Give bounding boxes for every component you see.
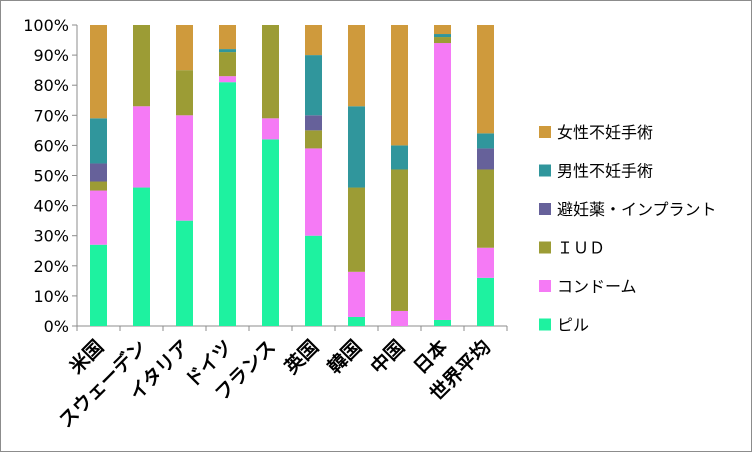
bar-segment [477, 169, 494, 248]
bar-segment [434, 25, 451, 35]
bar-segment [477, 133, 494, 149]
bar-segment [176, 70, 193, 116]
bar-segment [391, 145, 408, 170]
y-tick-label: 50% [33, 167, 69, 186]
legend-label: 男性不妊手術 [557, 162, 653, 181]
bar-segment [219, 76, 236, 83]
legend-label: ピル [557, 316, 589, 335]
y-tick-label: 60% [33, 136, 69, 155]
bar-segment [90, 190, 107, 245]
bar-segment [90, 163, 107, 182]
bar-segment [219, 52, 236, 77]
bar-segment [305, 235, 322, 326]
bar-segment [348, 106, 365, 188]
bar-segment [133, 106, 150, 188]
y-tick-label: 80% [33, 76, 69, 95]
legend-swatch [539, 164, 551, 177]
bar-segment [262, 118, 279, 140]
bar-segment [391, 25, 408, 146]
bar-segment [305, 115, 322, 131]
bar-segment [391, 169, 408, 311]
bar-segment [434, 43, 451, 320]
y-tick-label: 10% [33, 287, 69, 306]
bar-segment [348, 271, 365, 317]
y-tick-label: 20% [33, 257, 69, 276]
y-tick-label: 40% [33, 197, 69, 216]
y-tick-label: 0% [44, 317, 69, 336]
bar-segment [176, 115, 193, 221]
y-tick-label: 30% [33, 227, 69, 246]
bar-segment [133, 25, 150, 107]
bar-segment [348, 187, 365, 272]
x-tick-label: 韓国 [323, 335, 366, 378]
legend-swatch [539, 280, 551, 292]
bar-segment [477, 277, 494, 326]
bar-segment [391, 310, 408, 326]
bar-segment [305, 25, 322, 56]
bar-segment [348, 316, 365, 326]
legend-label: ＩＵＤ [557, 239, 605, 258]
bar-segment [133, 187, 150, 326]
bar-segment [176, 25, 193, 71]
x-tick-label: 英国 [280, 335, 323, 378]
bar-segment [305, 55, 322, 116]
bar-segment [90, 118, 107, 164]
bar-segment [90, 181, 107, 191]
legend-swatch [539, 318, 551, 331]
legend-label: 女性不妊手術 [557, 123, 653, 142]
bar-segment [477, 247, 494, 278]
bar-segment [219, 82, 236, 326]
x-tick-label: 中国 [366, 335, 409, 378]
bar-segment [477, 25, 494, 134]
bar-segment [176, 220, 193, 326]
legend-swatch [539, 241, 551, 254]
bar-segment [219, 25, 236, 50]
bar-segment [90, 244, 107, 326]
legend-label: コンドーム [557, 277, 637, 296]
legend-label: 避妊薬・インプラント [557, 200, 717, 219]
y-tick-label: 70% [33, 106, 69, 125]
y-tick-label: 90% [33, 46, 69, 65]
bar-segment [90, 25, 107, 119]
bar-segment [262, 139, 279, 326]
bar-segment [305, 130, 322, 149]
bar-segment [434, 319, 451, 326]
bar-segment [348, 25, 365, 107]
bar-segment [219, 49, 236, 53]
bar-segment [262, 25, 279, 119]
bar-segment [434, 34, 451, 38]
bar-segment [305, 148, 322, 236]
bar-segment [434, 37, 451, 44]
legend-swatch [539, 203, 551, 215]
bar-segment [477, 148, 494, 170]
y-tick-label: 100% [23, 16, 69, 35]
legend-swatch [539, 126, 551, 138]
